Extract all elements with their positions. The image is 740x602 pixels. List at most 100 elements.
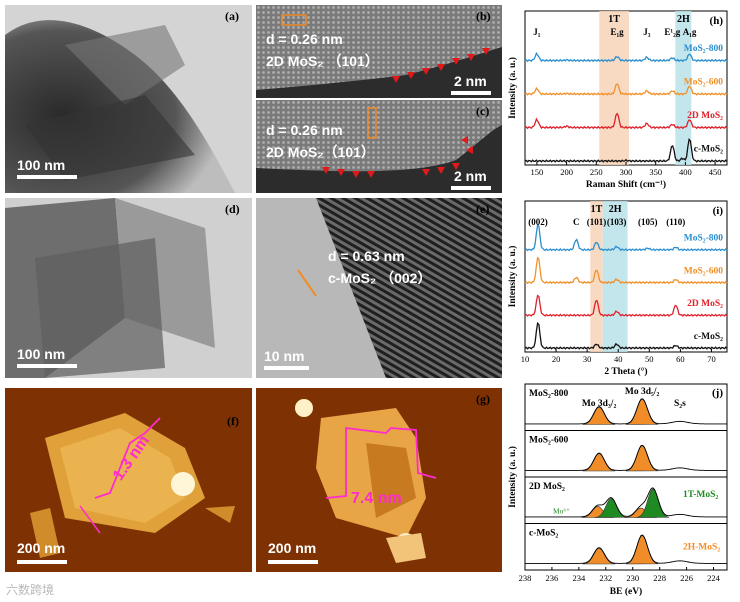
xps-peak-fill bbox=[582, 453, 616, 472]
series-label: MoS₂-800 bbox=[684, 44, 724, 54]
xps-envelope bbox=[525, 487, 727, 518]
peak-label: J₃ bbox=[643, 27, 651, 37]
scale-bar-b bbox=[451, 91, 491, 95]
x-tick-label: 450 bbox=[709, 167, 722, 177]
afm-panel-f: (f) 1.3 nm 200 nm bbox=[5, 388, 252, 572]
x-tick-label: 350 bbox=[649, 167, 662, 177]
panel-label-g: (g) bbox=[476, 392, 490, 406]
series-label: MoS₂-600 bbox=[684, 78, 724, 88]
phase-label-c: 2D MoS₂（101） bbox=[266, 144, 375, 160]
panel-label-c: (c) bbox=[476, 104, 490, 118]
xps-subpanel bbox=[524, 383, 728, 431]
y-axis-label: Intensity (a. u.) bbox=[507, 446, 518, 508]
x-tick-label: 250 bbox=[590, 167, 603, 177]
phase-band bbox=[590, 201, 603, 352]
hrtem-panel-e: (e) d = 0.63 nm c-MoS₂ （002） 10 nm bbox=[256, 198, 502, 378]
series-line bbox=[524, 256, 728, 285]
peak-label: E₁g bbox=[610, 27, 624, 37]
xps-envelope bbox=[525, 398, 727, 425]
peak-label: (110) bbox=[666, 217, 685, 227]
scale-text-a: 100 nm bbox=[17, 157, 66, 173]
peak-label: E¹₂g bbox=[664, 27, 680, 37]
xps-peak-fill bbox=[582, 406, 616, 425]
x-tick-label: 20 bbox=[552, 354, 561, 364]
peak-label: (002) bbox=[528, 217, 548, 227]
series-label: c-MoS₂ bbox=[694, 332, 723, 342]
x-tick-label: 200 bbox=[560, 167, 573, 177]
watermark-text: 六数跨境 bbox=[6, 583, 55, 597]
series-line bbox=[524, 294, 728, 317]
hrtem-image-e bbox=[256, 198, 502, 378]
raman-chart: 1T 2H MoS₂-800 MoS₂-600 2D MoS₂ c-MoS₂ J₁ E₁g J₃… bbox=[507, 10, 728, 190]
xps-peak-fill bbox=[582, 547, 616, 565]
hrtem-panel-c: (c) d = 0.26 nm 2D MoS₂（101） 2 nm bbox=[256, 100, 502, 193]
scale-bar-a bbox=[17, 175, 77, 179]
band-label: 1T bbox=[591, 204, 603, 215]
series-label: 2D MoS₂ bbox=[687, 111, 723, 121]
xps-peak-fill bbox=[594, 498, 628, 518]
peak-label: C bbox=[573, 217, 580, 227]
xps-annotation: 1T-MoS₂ bbox=[683, 490, 718, 500]
peak-label: J₁ bbox=[533, 27, 541, 37]
series-line bbox=[524, 223, 728, 252]
hrtem-image-c bbox=[256, 100, 502, 193]
xps-chart: MoS₂-800 MoS₂-600 2D MoS₂ Mo⁶⁺ 1T-MoS₂ c-MoS₂… bbox=[507, 383, 728, 597]
x-tick-label: 30 bbox=[583, 354, 592, 364]
x-tick-label: 236 bbox=[546, 573, 559, 583]
series-line bbox=[524, 51, 728, 63]
xps-sample-label: MoS₂-600 bbox=[529, 436, 569, 446]
panel-label-f: (f) bbox=[227, 414, 239, 428]
scale-text-d: 100 nm bbox=[17, 346, 66, 362]
d-spacing-e: d = 0.63 nm bbox=[328, 248, 405, 264]
series-label: 2D MoS₂ bbox=[687, 299, 723, 309]
phase-label-b: 2D MoS₂ （101） bbox=[266, 53, 379, 69]
band-label: 2H bbox=[609, 204, 622, 215]
peak-label: Mo 3d₅/₂ bbox=[625, 387, 660, 397]
panel-label-e: (e) bbox=[476, 202, 490, 216]
x-tick-label: 50 bbox=[645, 354, 654, 364]
scale-text-g: 200 nm bbox=[268, 540, 317, 556]
band-label: 1T bbox=[608, 14, 620, 25]
xps-sample-label: MoS₂-800 bbox=[529, 389, 569, 399]
xps-envelope bbox=[525, 444, 727, 471]
phase-band bbox=[675, 11, 692, 165]
xps-sample-label: 2D MoS₂ bbox=[529, 482, 565, 492]
x-tick-label: 300 bbox=[620, 167, 633, 177]
tem-panel-d: (d) 100 nm bbox=[5, 198, 252, 378]
x-tick-label: 70 bbox=[707, 354, 716, 364]
afm-panel-g: (g) 7.4 nm 200 nm bbox=[256, 388, 502, 572]
scale-bar-d bbox=[17, 364, 77, 368]
series-label: MoS₂-800 bbox=[684, 234, 724, 244]
d-spacing-b: d = 0.26 nm bbox=[266, 31, 343, 47]
scale-text-f: 200 nm bbox=[17, 540, 66, 556]
series-label: c-MoS₂ bbox=[694, 145, 723, 155]
scale-bar-g bbox=[268, 560, 318, 564]
series-line bbox=[524, 112, 728, 130]
hrtem-image-b bbox=[256, 5, 502, 98]
series-line bbox=[524, 137, 728, 163]
tem-image-a bbox=[5, 5, 252, 193]
y-axis-label: Intensity (a. u.) bbox=[507, 246, 518, 308]
peak-label: S₂s bbox=[674, 399, 686, 409]
x-axis-label: Raman Shift (cm⁻¹) bbox=[586, 179, 666, 190]
phase-label-e: c-MoS₂ （002） bbox=[328, 270, 432, 286]
series-line bbox=[524, 321, 728, 350]
xps-annotation: Mo⁶⁺ bbox=[553, 507, 570, 516]
phase-band bbox=[602, 201, 628, 352]
x-tick-label: 40 bbox=[614, 354, 623, 364]
series-label: MoS₂-600 bbox=[684, 266, 724, 276]
x-tick-label: 400 bbox=[679, 167, 692, 177]
height-label-g: 7.4 nm bbox=[351, 490, 402, 507]
peak-label: A₁g bbox=[683, 27, 697, 37]
xps-subpanel bbox=[524, 523, 728, 571]
x-tick-label: 150 bbox=[531, 167, 544, 177]
band-label: 2H bbox=[677, 14, 690, 25]
phase-band bbox=[599, 11, 629, 165]
scale-bar-f bbox=[17, 560, 67, 564]
scale-bar-e bbox=[264, 366, 309, 370]
x-tick-label: 234 bbox=[572, 573, 586, 583]
scale-text-b: 2 nm bbox=[454, 73, 487, 89]
hrtem-panel-b: (b) d = 0.26 nm 2D MoS₂ （101） 2 nm bbox=[256, 5, 502, 98]
xps-annotation: 2H-MoS₂ bbox=[683, 543, 720, 553]
xps-sample-label: c-MoS₂ bbox=[529, 529, 558, 539]
